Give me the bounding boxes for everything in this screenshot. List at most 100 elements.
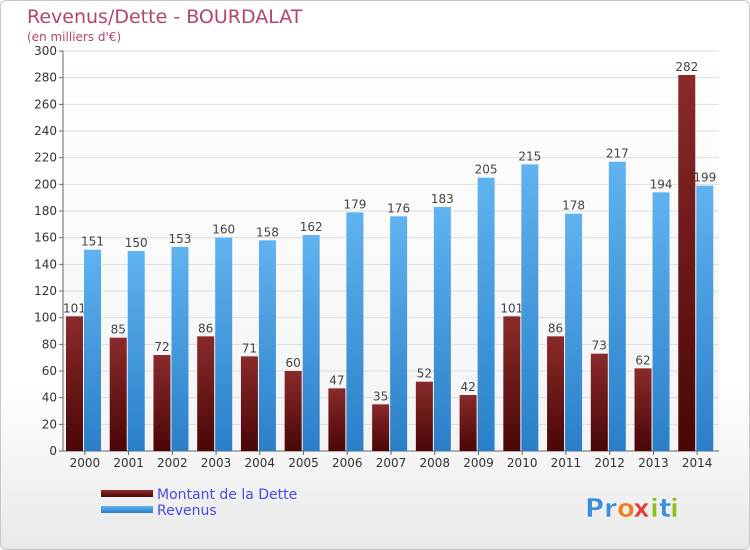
revenue-value-label: 215 [518,149,541,163]
y-tick-label: 60 [42,364,57,378]
y-tick-label: 300 [34,44,57,58]
y-tick-label: 200 [34,177,57,191]
x-tick-label: 2006 [332,456,363,470]
debt-value-label: 71 [242,341,257,355]
debt-value-label: 101 [63,301,86,315]
y-tick-label: 0 [49,444,57,458]
revenue-bar [477,177,495,451]
revenue-bar [521,164,539,452]
debt-value-label: 35 [373,389,388,403]
legend-swatch-revenue [101,506,153,513]
logo-letter: x [633,494,650,524]
revenue-value-label: 151 [81,235,104,249]
y-tick-label: 260 [34,97,57,111]
revenue-bar [215,237,233,451]
debt-value-label: 42 [460,380,475,394]
chart-subtitle: (en milliers d'€) [27,30,122,44]
revenue-value-label: 158 [256,225,279,239]
legend-swatch-debt [101,490,153,497]
debt-bar [328,388,346,451]
revenue-value-label: 162 [300,220,323,234]
revenue-value-label: 199 [693,171,716,185]
logo-letter: P [585,494,604,524]
x-tick-label: 2013 [638,456,669,470]
revenue-bar [84,249,101,451]
x-tick-label: 2005 [288,456,319,470]
x-tick-label: 2002 [157,456,188,470]
debt-bar [415,381,433,451]
x-tick-label: 2004 [245,456,276,470]
x-tick-label: 2011 [551,456,582,470]
revenue-bar [565,213,583,451]
x-tick-label: 2007 [376,456,407,470]
y-tick-label: 20 [42,417,57,431]
debt-value-label: 73 [592,339,607,353]
legend-label-debt: Montant de la Dette [157,487,297,503]
debt-value-label: 85 [111,323,126,337]
y-tick-label: 100 [34,311,57,325]
revenue-value-label: 160 [212,223,235,237]
revenue-bar [171,247,189,451]
revenue-bar [390,216,408,451]
revenue-bar [258,240,276,451]
debt-value-label: 282 [675,60,698,74]
y-tick-label: 40 [42,391,57,405]
revenue-value-label: 176 [387,201,410,215]
revenue-bar [696,185,714,451]
x-tick-label: 2009 [463,456,494,470]
y-tick-label: 160 [34,231,57,245]
debt-value-label: 86 [548,321,563,335]
y-tick-label: 180 [34,204,57,218]
debt-bar [240,356,258,451]
logo-letter: i [670,494,679,524]
debt-bar [678,75,696,451]
revenue-bar [346,212,364,451]
logo-letter: t [659,494,671,524]
y-tick-label: 240 [34,124,57,138]
debt-value-label: 60 [286,356,301,370]
debt-value-label: 47 [329,373,344,387]
x-tick-label: 2003 [201,456,232,470]
logo-letter: o [617,494,635,524]
debt-bar [459,395,477,451]
y-tick-label: 140 [34,257,57,271]
revenue-value-label: 153 [169,232,192,246]
debt-bar [590,353,608,451]
revenue-value-label: 217 [606,147,629,161]
y-tick-label: 120 [34,284,57,298]
debt-value-label: 52 [417,367,432,381]
y-tick-label: 280 [34,71,57,85]
revenue-bar [652,192,670,452]
debt-bar [153,355,171,451]
revenue-value-label: 194 [650,177,673,191]
debt-bar [634,368,652,451]
x-tick-label: 2008 [419,456,450,470]
x-tick-label: 2001 [113,456,144,470]
chart-title: Revenus/Dette - BOURDALAT [27,6,303,28]
x-tick-label: 2010 [507,456,538,470]
revenue-value-label: 150 [125,236,148,250]
debt-value-label: 62 [635,353,650,367]
debt-value-label: 86 [198,321,213,335]
debt-value-label: 101 [500,301,523,315]
y-tick-label: 80 [42,337,57,351]
revenue-value-label: 183 [431,192,454,206]
debt-bar [284,371,302,451]
debt-bar [547,336,565,451]
revenue-bar [608,161,626,451]
revenue-bar [433,207,451,451]
revenue-bar [302,235,320,451]
revenue-value-label: 205 [475,163,498,177]
revenue-value-label: 179 [343,197,366,211]
x-tick-label: 2012 [594,456,625,470]
legend-label-revenue: Revenus [157,503,217,519]
x-tick-label: 2014 [682,456,713,470]
debt-value-label: 72 [154,340,169,354]
revenue-bar [127,251,145,451]
revenue-value-label: 178 [562,199,585,213]
x-tick-label: 2000 [70,456,101,470]
debt-bar [503,316,521,451]
logo-letter: i [650,494,659,524]
